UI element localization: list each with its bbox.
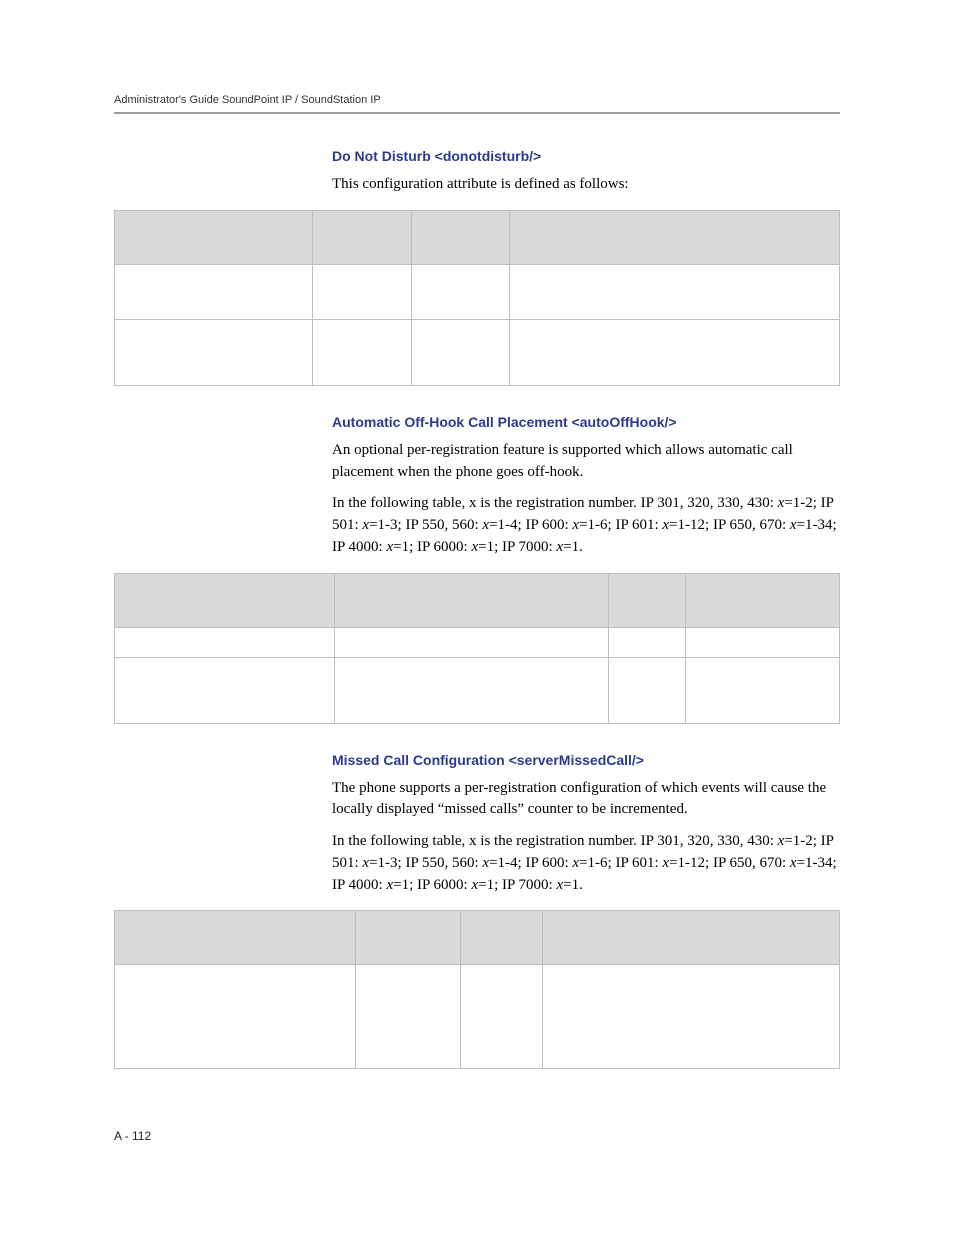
text: =1-12; IP 650, 670: [669,855,790,871]
text: =1-4; IP 600: [489,855,572,871]
text: =1; IP 7000: [478,877,556,893]
td [334,627,609,657]
th [356,911,460,965]
text: In the following table, x is the registr… [332,495,778,511]
para-autooff-2: In the following table, x is the registr… [332,493,840,558]
heading-autooffhook: Automatic Off-Hook Call Placement <autoO… [332,414,840,430]
text: =1; IP 7000: [478,539,556,555]
th [510,210,840,264]
th [411,210,510,264]
table-header-row [115,573,840,627]
text: =1. [563,877,583,893]
td [115,264,313,319]
heading-donotdisturb: Do Not Disturb <donotdisturb/> [332,148,840,164]
th [460,911,543,965]
heading-missedcall: Missed Call Configuration <serverMissedC… [332,752,840,768]
td [312,264,411,319]
text: =1-3; IP 550, 560: [369,855,482,871]
text-italic: x [790,855,797,871]
section-autooffhook: Automatic Off-Hook Call Placement <autoO… [114,414,840,724]
td [686,627,840,657]
td [686,657,840,723]
th [543,911,840,965]
para-missed-1: The phone supports a per-registration co… [332,778,840,822]
th [115,210,313,264]
text-italic: x [790,517,797,533]
section-donotdisturb: Do Not Disturb <donotdisturb/> This conf… [114,148,840,386]
th [609,573,686,627]
table-missedcall [114,910,840,1069]
table-row [115,319,840,385]
td [115,319,313,385]
text: In the following table, x is the registr… [332,833,778,849]
text: =1-3; IP 550, 560: [369,517,482,533]
table-row [115,965,840,1069]
td [115,657,335,723]
table-row [115,657,840,723]
page-number: A - 112 [114,1129,151,1143]
text: =1-12; IP 650, 670: [669,517,790,533]
text: =1. [563,539,583,555]
th [686,573,840,627]
table-header-row [115,210,840,264]
section-missedcall: Missed Call Configuration <serverMissedC… [114,752,840,1070]
th [115,911,356,965]
running-head: Administrator's Guide SoundPoint IP / So… [114,94,840,106]
table-donotdisturb [114,210,840,386]
td [115,627,335,657]
page-container: Administrator's Guide SoundPoint IP / So… [0,0,954,1069]
header-rule [114,112,840,114]
text: =1; IP 6000: [393,877,471,893]
td [411,264,510,319]
table-row [115,264,840,319]
table-header-row [115,911,840,965]
table-autooffhook [114,573,840,724]
th [312,210,411,264]
td [543,965,840,1069]
th [334,573,609,627]
td [460,965,543,1069]
text: =1-6; IP 601: [579,517,662,533]
para-dnd-1: This configuration attribute is defined … [332,174,840,196]
table-row [115,627,840,657]
td [411,319,510,385]
th [115,573,335,627]
td [312,319,411,385]
td [510,319,840,385]
para-missed-2: In the following table, x is the registr… [332,831,840,896]
td [356,965,460,1069]
text: =1-4; IP 600: [489,517,572,533]
para-autooff-1: An optional per-registration feature is … [332,440,840,484]
text: =1-6; IP 601: [579,855,662,871]
text: =1; IP 6000: [393,539,471,555]
td [510,264,840,319]
td [334,657,609,723]
td [609,657,686,723]
td [609,627,686,657]
td [115,965,356,1069]
